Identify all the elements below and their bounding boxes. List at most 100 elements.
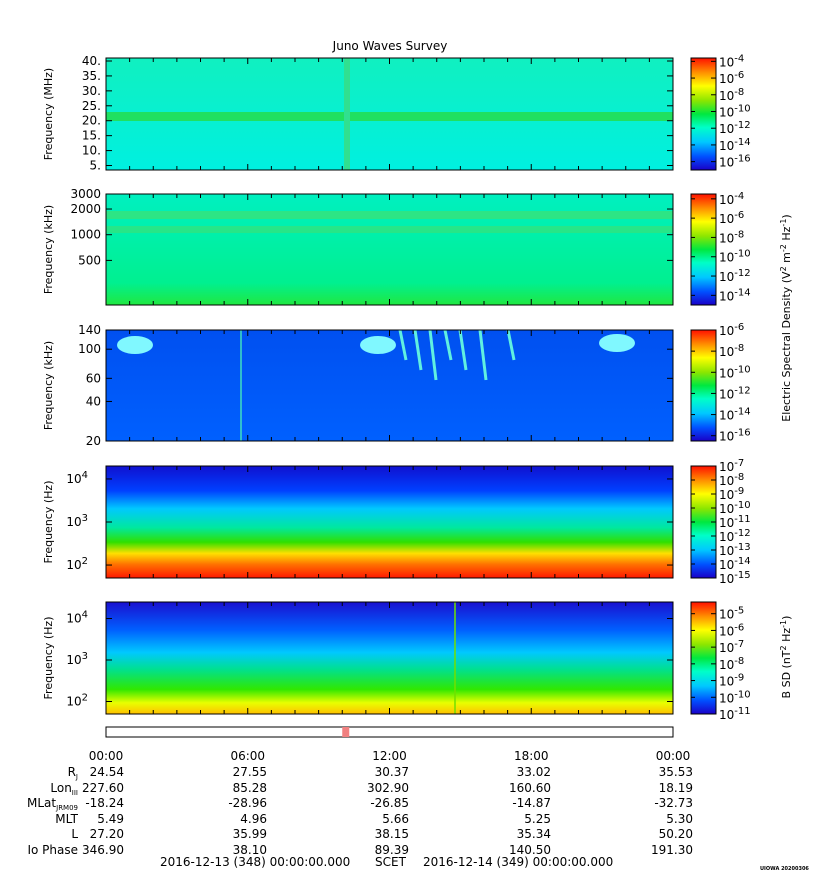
footer-stamp: UIOWA 20200306: [760, 866, 809, 872]
colorbar-tick-label: 10-7: [719, 458, 744, 474]
colorbar-tick-label: 10-14: [719, 407, 751, 423]
colorbar-tick-label: 10-14: [719, 287, 751, 303]
colorbar-3: 10-6 10-8 10-10 10-12 10-14 10-16: [690, 322, 751, 444]
ephemeris-row-label: L: [71, 827, 78, 841]
colorbar-gradient: [690, 601, 717, 715]
colorbar-2: 10-4 10-6 10-8 10-10 10-12 10-14: [690, 191, 751, 306]
footer-end-time: 2016-12-14 (349) 00:00:00.000: [423, 855, 614, 869]
time-tick-label: 00:00: [656, 749, 691, 763]
ephemeris-value: -28.96: [228, 796, 267, 810]
colorbar-gradient: [690, 193, 717, 306]
colorbar-label-magnetic: B SD (nT2 Hz-1): [779, 616, 793, 699]
emission-band: [106, 226, 673, 233]
colorbar-tick-label: 10-11: [719, 514, 751, 530]
y-tick-label: 100: [78, 342, 101, 356]
y-tick-label: 25.: [82, 99, 101, 113]
y-tick-label: 40.: [82, 54, 101, 68]
ephemeris-value: 38.10: [232, 842, 267, 857]
colorbar-tick-label: 10-6: [719, 622, 744, 638]
y-tick-label: 35.: [82, 69, 101, 83]
emission-blob: [360, 336, 396, 354]
y-tick-label: 60: [86, 371, 101, 385]
emission-blob: [599, 334, 635, 352]
colorbar-label-electric: Electric Spectral Density (V2 m-2 Hz-1): [779, 214, 793, 421]
ephemeris-value: 18.19: [658, 780, 693, 795]
spectrogram-panels: 40.35.30.25.20.15.10.5. Frequency (MHz) 10…: [42, 53, 793, 722]
colorbar-tick-label: 10-10: [719, 103, 751, 119]
y-axis-label: Frequency (Hz): [42, 617, 55, 700]
y-tick-label: 3000: [70, 187, 101, 201]
colorbar-tick-label: 10-12: [719, 528, 751, 544]
colorbar-tick-label: 10-11: [719, 706, 751, 722]
ephemeris-row-label: MLatJRM09: [27, 796, 78, 812]
colorbar-tick-label: 10-4: [719, 53, 744, 69]
y-tick-label: 102: [66, 693, 88, 709]
colorbar-tick-label: 10-13: [719, 542, 751, 558]
colorbar-tick-label: 10-6: [719, 322, 744, 338]
colorbar-tick-label: 10-12: [719, 268, 751, 284]
time-marker: [342, 727, 350, 737]
emission-blob: [117, 336, 153, 354]
ephemeris-value: 24.54: [89, 765, 124, 779]
burst-streak: [478, 329, 488, 381]
y-tick-label: 1000: [70, 228, 101, 242]
colorbar-tick-label: 10-10: [719, 500, 751, 516]
burst-streak: [428, 329, 438, 381]
burst-streak: [443, 329, 453, 361]
y-tick-label: 103: [66, 513, 88, 529]
colorbar-tick-label: 10-8: [719, 343, 744, 359]
ephemeris-value: 5.30: [666, 811, 693, 826]
colorbar-tick-label: 10-12: [719, 385, 751, 401]
chart-title: Juno Waves Survey: [332, 39, 448, 53]
y-tick-label: 104: [66, 470, 88, 486]
y-tick-label: 5.: [90, 159, 101, 173]
burst-streak: [413, 329, 423, 371]
colorbar-tick-label: 10-12: [719, 120, 751, 136]
ephemeris-value: -32.73: [654, 796, 693, 810]
colorbar-tick-label: 10-4: [719, 191, 744, 207]
colorbar-tick-label: 10-14: [719, 137, 751, 153]
colorbar-tick-label: 10-7: [719, 639, 744, 655]
footer-start-time: 2016-12-13 (348) 00:00:00.000: [160, 855, 351, 869]
colorbar-gradient: [690, 57, 717, 171]
ephemeris-value: -14.87: [512, 796, 551, 810]
ephemeris-value: 5.49: [97, 811, 124, 826]
ephemeris-value: 33.02: [516, 765, 551, 779]
y-axis-label: Frequency (Hz): [42, 481, 55, 564]
ephemeris-row-label: MLT: [55, 811, 78, 826]
spectrogram-panel-1: 40.35.30.25.20.15.10.5. Frequency (MHz) 10…: [42, 53, 751, 172]
colorbar-tick-label: 10-16: [719, 154, 751, 170]
colorbar-tick-label: 10-15: [719, 570, 751, 586]
footer-scet-label: SCET: [375, 855, 406, 869]
y-tick-label: 103: [66, 651, 88, 667]
spectrogram-panel-4: 104 103 102 Frequency (Hz) 10-710-810-910-10…: [42, 458, 751, 586]
colorbar-tick-label: 10-8: [719, 87, 744, 103]
y-tick-label: 15.: [82, 129, 101, 143]
y-tick-label: 20.: [82, 114, 101, 128]
ephemeris-value: 346.90: [82, 842, 124, 857]
ephemeris-value: 89.39: [374, 842, 409, 857]
ephemeris-value: -26.85: [370, 796, 409, 810]
colorbar-tick-label: 10-10: [719, 364, 751, 380]
ephemeris-value: 35.53: [658, 765, 693, 779]
y-tick-label: 10.: [82, 144, 101, 158]
y-axis-label: Frequency (kHz): [42, 205, 55, 294]
colorbar-4: 10-710-810-910-1010-1110-1210-1310-1410-…: [690, 458, 751, 586]
colorbar-tick-label: 10-8: [719, 472, 744, 488]
colorbar-gradient: [690, 329, 717, 442]
ephemeris-value: 38.15: [374, 827, 409, 841]
ephemeris-row-label: LonIII: [50, 780, 78, 797]
y-tick-label: 40: [86, 394, 101, 408]
colorbar-tick-label: 10-6: [719, 70, 744, 86]
time-tick-label: 00:00: [89, 749, 124, 763]
time-tick-label: 18:00: [514, 749, 549, 763]
ephemeris-row-label: RJ: [67, 765, 78, 781]
y-tick-label: 20: [86, 434, 101, 448]
colorbar-tick-label: 10-5: [719, 606, 744, 622]
ephemeris-value: 85.28: [232, 780, 267, 795]
spectrogram-image: [106, 194, 673, 305]
colorbar-tick-label: 10-6: [719, 210, 744, 226]
